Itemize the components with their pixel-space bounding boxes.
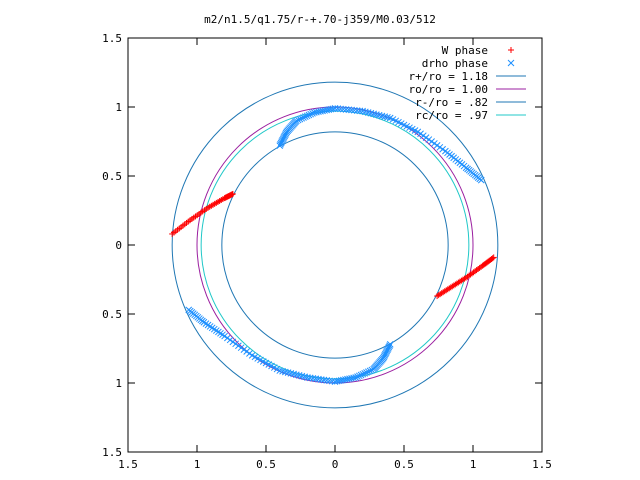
point-1-1-5-5 xyxy=(317,376,325,383)
y-tick-label-1: 1 xyxy=(115,101,122,114)
point-0-0-end xyxy=(229,190,236,197)
point-1-0-2-6 xyxy=(303,112,311,120)
point-1-0-2-5 xyxy=(301,113,309,121)
point-1-0-4-0 xyxy=(331,105,339,112)
chart-title: m2/n1.5/q1.75/r-+.70-j359/M0.03/512 xyxy=(204,13,436,26)
x-tick-label-3: 0 xyxy=(332,458,339,471)
point-1-0-4-9 xyxy=(356,107,364,115)
legend-swatch-0 xyxy=(508,47,514,53)
circle-0 xyxy=(171,81,499,409)
point-1-0-2-9 xyxy=(309,109,316,117)
legend-label-0: W phase xyxy=(442,44,488,57)
point-1-0-2-0 xyxy=(293,117,300,125)
x-tick-label-0: 1.5 xyxy=(118,458,138,471)
series-0 xyxy=(169,190,497,300)
marker-layer xyxy=(169,105,497,385)
point-1-0-2-2 xyxy=(296,115,304,123)
circle-layer xyxy=(171,81,499,409)
legend-label-4: r-/ro = .82 xyxy=(415,96,488,109)
point-1-0-2-8 xyxy=(307,110,315,118)
point-1-1-7-0 xyxy=(352,374,360,381)
y-tick-label-3: 0 xyxy=(115,239,122,252)
point-1-1-5-4 xyxy=(315,375,322,383)
legend-label-2: r+/ro = 1.18 xyxy=(409,70,488,83)
point-1-0-4-1 xyxy=(334,105,342,113)
point-1-0-4-7 xyxy=(350,106,358,114)
point-1-1-5-6 xyxy=(320,376,328,384)
point-1-0-end xyxy=(477,176,485,184)
point-1-1-5-8 xyxy=(326,377,333,385)
point-0-1-3-9 xyxy=(489,255,496,262)
point-1-0-2-1 xyxy=(294,116,302,124)
point-1-1-7-2 xyxy=(355,372,363,380)
tick-layer: 1.5 1 0.5 0 0.5 1 1.51.510.500.511.5 xyxy=(102,32,552,471)
point-1-0-2-7 xyxy=(305,111,313,119)
legend-label-1: drho phase xyxy=(422,57,488,70)
series-1 xyxy=(185,105,485,385)
point-1-1-5-9 xyxy=(328,377,336,385)
point-1-1-7-8 xyxy=(366,367,374,375)
point-1-1-5-1 xyxy=(306,374,314,382)
point-1-1-6-9 xyxy=(350,374,357,382)
point-1-0-4-8 xyxy=(353,107,361,114)
point-1-1-5-0 xyxy=(304,374,311,381)
point-1-0-2-4 xyxy=(300,114,307,121)
point-0-1-end xyxy=(490,254,497,261)
point-1-1-5-2 xyxy=(309,374,317,382)
x-tick-label-6: 1.5 xyxy=(532,458,552,471)
point-1-1-7-6 xyxy=(363,369,370,376)
point-1-1-7-1 xyxy=(354,373,361,381)
point-1-0-4-2 xyxy=(337,105,344,113)
y-tick-label-5: 1 xyxy=(115,377,122,390)
point-1-0-4-3 xyxy=(339,105,347,113)
point-1-1-7-7 xyxy=(364,368,372,376)
x-tick-label-2: 0.5 xyxy=(256,458,276,471)
legend-label-5: rc/ro = .97 xyxy=(415,109,488,122)
y-tick-label-4: 0.5 xyxy=(102,308,122,321)
circle-3 xyxy=(200,110,470,380)
circle-2 xyxy=(221,131,449,359)
point-1-0-4-4 xyxy=(342,106,350,113)
point-1-1-7-4 xyxy=(359,370,367,378)
point-1-1-7-5 xyxy=(361,369,369,377)
point-1-0-4-6 xyxy=(348,106,355,114)
x-tick-label-5: 1 xyxy=(470,458,477,471)
y-tick-label-0: 1.5 xyxy=(102,32,122,45)
point-1-0-2-3 xyxy=(298,114,306,122)
legend-label-3: ro/ro = 1.00 xyxy=(409,83,488,96)
legend-swatch-1 xyxy=(507,59,515,67)
point-1-1-5-3 xyxy=(312,375,320,383)
point-1-1-end xyxy=(386,341,394,348)
point-1-0-4-5 xyxy=(345,106,353,114)
x-tick-label-4: 0.5 xyxy=(394,458,414,471)
x-tick-label-1: 1 xyxy=(194,458,201,471)
point-1-1-5-7 xyxy=(323,377,331,384)
y-tick-label-2: 0.5 xyxy=(102,170,122,183)
point-1-1-7-3 xyxy=(357,371,365,379)
y-tick-label-6: 1.5 xyxy=(102,446,122,459)
